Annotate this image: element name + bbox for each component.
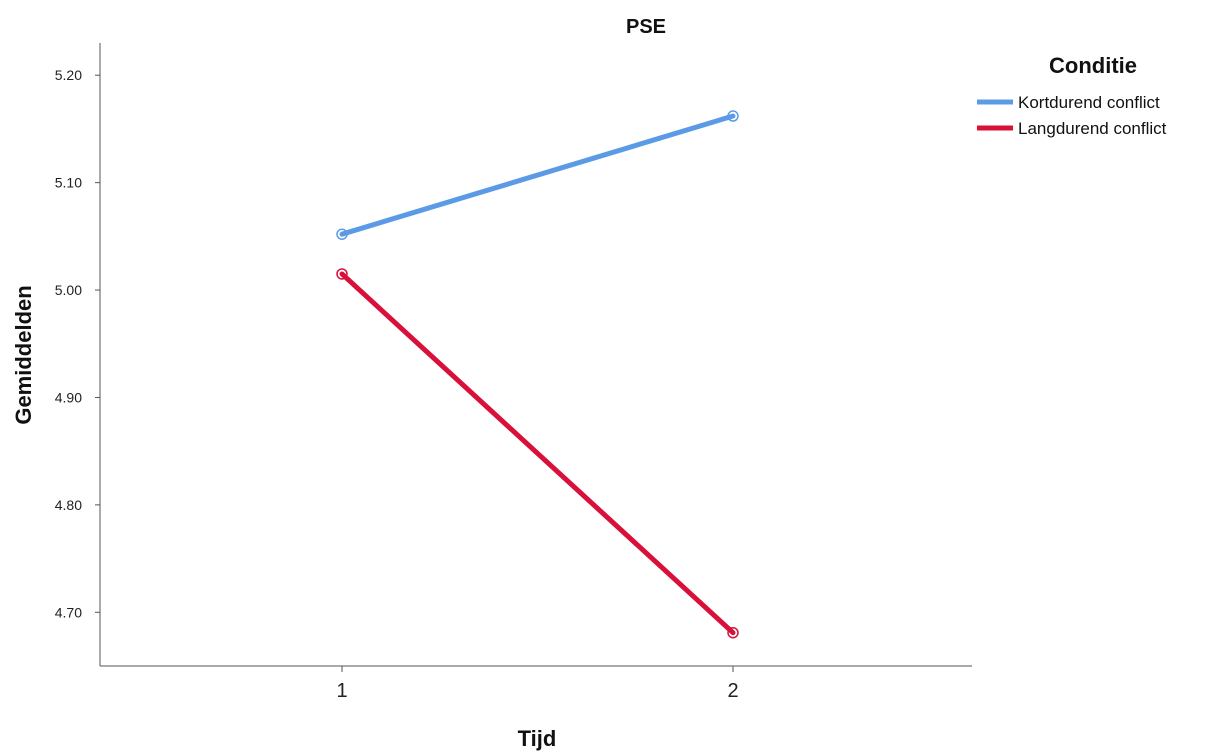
y-tick-label: 4.70 [55, 604, 82, 620]
data-point [336, 268, 348, 280]
x-tick-label: 1 [336, 680, 347, 702]
y-ticks: 4.70 4.80 4.90 5.00 5.10 5.20 [55, 67, 100, 620]
axes [99, 43, 972, 667]
data-point [727, 110, 739, 122]
y-tick-label: 5.10 [55, 175, 82, 191]
legend-item-label: Kortdurend conflict [1018, 93, 1160, 112]
x-tick-label: 2 [727, 680, 738, 702]
series-layer [336, 110, 739, 639]
y-tick-label: 5.00 [55, 282, 82, 298]
data-point [336, 228, 348, 240]
legend-title: Conditie [1049, 53, 1137, 78]
y-tick-label: 4.80 [55, 497, 82, 513]
data-point [727, 626, 739, 639]
x-axis-label: Tijd [518, 726, 557, 751]
y-tick-label: 4.90 [55, 389, 82, 405]
legend-items: Kortdurend conflict Langdurend conflict [977, 93, 1167, 138]
legend-item-label: Langdurend conflict [1018, 119, 1167, 138]
series-line-2 [339, 271, 736, 636]
series-line-1 [339, 113, 736, 237]
legend: Conditie Kortdurend conflict Langdurend c… [977, 53, 1167, 138]
chart-title: PSE [626, 16, 666, 38]
y-axis-label: Gemiddelden [11, 285, 36, 424]
y-tick-label: 5.20 [55, 67, 82, 83]
